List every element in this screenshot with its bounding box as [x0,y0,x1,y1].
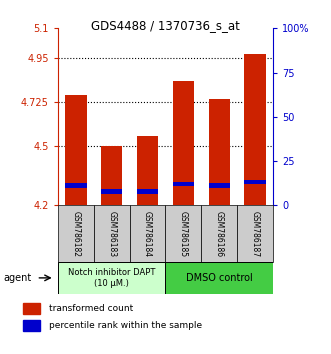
Bar [166,262,273,294]
Bar [173,182,194,186]
Bar [166,205,201,262]
Text: GSM786182: GSM786182 [71,211,80,257]
Bar [201,205,237,262]
Text: GSM786185: GSM786185 [179,211,188,257]
Bar [209,99,230,205]
Text: GSM786183: GSM786183 [107,211,116,257]
Text: GSM786187: GSM786187 [251,211,260,257]
Bar [137,189,158,194]
Bar [173,81,194,205]
Text: Notch inhibitor DAPT
(10 μM.): Notch inhibitor DAPT (10 μM.) [68,268,155,288]
Text: transformed count: transformed count [49,304,133,313]
Bar [137,137,158,205]
Text: GDS4488 / 1370736_s_at: GDS4488 / 1370736_s_at [91,19,240,33]
Bar [94,205,130,262]
Text: GSM786184: GSM786184 [143,211,152,257]
Bar [23,320,40,331]
Bar [237,205,273,262]
Text: percentile rank within the sample: percentile rank within the sample [49,321,202,330]
Text: GSM786186: GSM786186 [215,211,224,257]
Bar [58,205,94,262]
Bar [101,146,122,205]
Bar [65,183,87,188]
Bar [23,303,40,314]
Bar [101,189,122,194]
Bar [58,262,166,294]
Bar [244,54,266,205]
Bar [130,205,166,262]
Bar [209,183,230,188]
Bar [65,95,87,205]
Bar [244,179,266,184]
Text: DMSO control: DMSO control [186,273,253,283]
Text: agent: agent [3,273,31,283]
